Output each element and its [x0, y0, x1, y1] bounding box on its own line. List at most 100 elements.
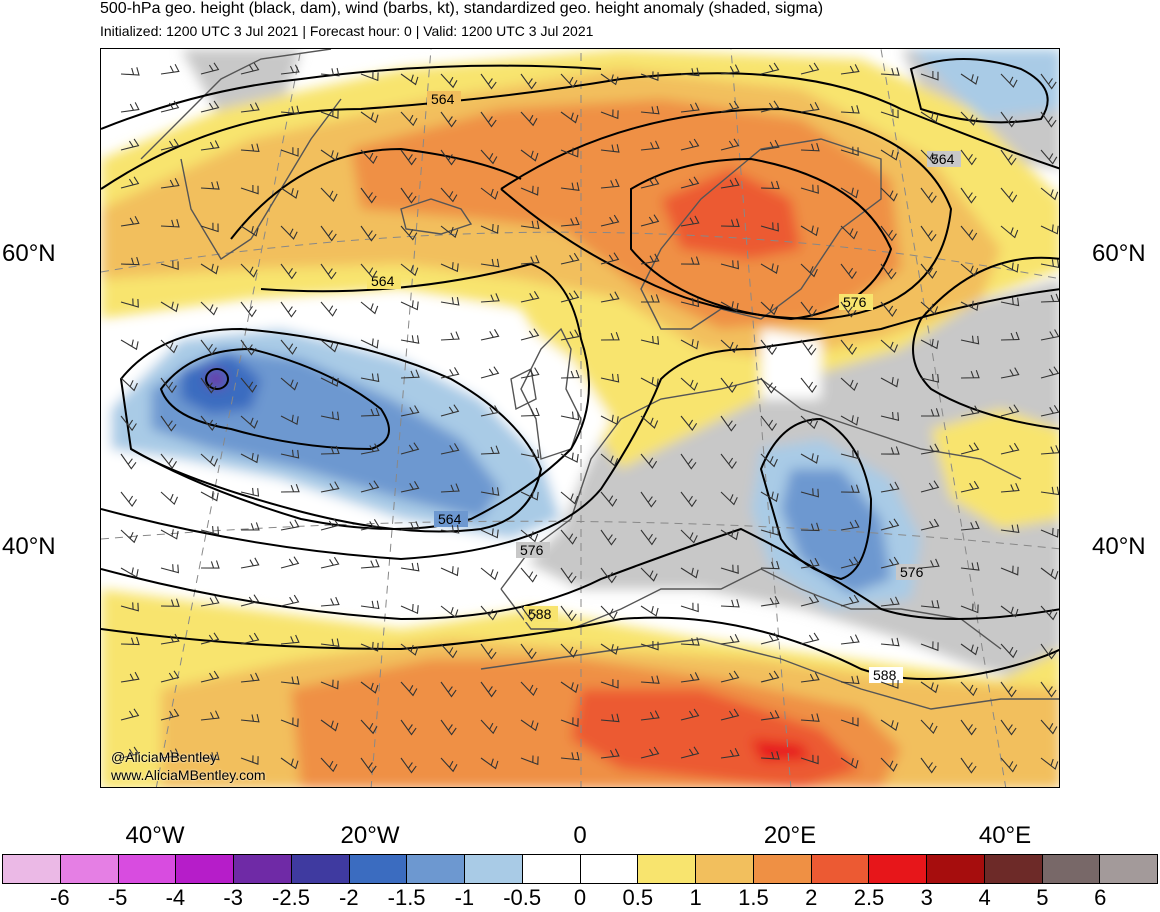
wind-barb: [240, 143, 260, 153]
wind-barb: [1000, 73, 1018, 88]
wind-barb: [920, 338, 939, 350]
wind-barb: [880, 411, 900, 422]
wind-barb: [1000, 565, 1019, 576]
wind-barb: [720, 529, 739, 541]
wind-barb: [520, 367, 540, 379]
wind-barb: [480, 149, 498, 165]
wind-barb: [880, 108, 899, 119]
wind-barb: [880, 67, 900, 76]
wind-barb: [680, 672, 700, 683]
wind-barb: [880, 757, 898, 772]
wind-barb: [720, 138, 740, 151]
wind-barb: [440, 262, 459, 273]
wind-barb: [880, 481, 900, 493]
wind-barb: [400, 643, 419, 656]
colorbar-swatch: [1042, 855, 1101, 883]
wind-barb: [720, 599, 740, 608]
wind-barb: [680, 215, 700, 227]
weather-map[interactable]: 564 564 564 564 576 576 576 588 588 @Ali…: [100, 48, 1060, 788]
scandinavia-coast: [640, 138, 882, 330]
wind-barb: [320, 411, 340, 421]
wind-barb: [640, 453, 658, 469]
wind-barb: [320, 263, 337, 280]
wind-barb: [200, 263, 219, 275]
wind-barb: [960, 405, 980, 417]
wind-barb: [240, 672, 260, 683]
wind-barb: [480, 293, 500, 303]
wind-barb: [360, 600, 380, 610]
wind-barb: [680, 708, 700, 721]
wind-barb: [600, 178, 620, 189]
colorbar-swatch: [291, 855, 350, 883]
colorbar-tick-label: 4: [978, 885, 991, 910]
wind-barb: [320, 556, 340, 569]
wind-barb: [880, 446, 900, 455]
wind-barb: [640, 605, 659, 617]
wind-barb: [200, 453, 219, 467]
colorbar-tick-label: 5: [1036, 885, 1049, 910]
colorbar-tick-label: -2.5: [272, 885, 310, 910]
wind-barb: [520, 407, 540, 417]
wind-barb: [1040, 643, 1057, 660]
colorbar-tick-label: 2.5: [853, 885, 885, 910]
contour-588-south: [101, 616, 1059, 680]
wind-barb: [1040, 681, 1057, 698]
colorbar-swatch: [522, 855, 581, 883]
wind-barb: [120, 491, 137, 508]
wind-barb: [400, 681, 418, 697]
wind-barb: [840, 519, 860, 531]
contour-label-564-c: 564: [371, 273, 395, 289]
wind-barb: [600, 567, 617, 584]
wind-barb: [400, 562, 420, 572]
wind-barb: [560, 216, 580, 227]
wind-barb: [480, 643, 497, 660]
colorbar-tick-label: 2: [805, 885, 818, 910]
wind-barb: [320, 225, 337, 242]
wind-barb: [400, 111, 418, 127]
wind-barb: [280, 301, 297, 318]
wind-barb: [200, 670, 220, 683]
wind-barb: [960, 335, 980, 345]
wind-barb: [880, 377, 899, 388]
colorbar-swatch: [638, 855, 696, 883]
wind-barb: [320, 339, 339, 353]
wind-barb: [840, 556, 860, 569]
wind-barb: [280, 263, 297, 280]
wind-barb: [240, 487, 260, 497]
colorbar-tick-label: -1.5: [387, 885, 426, 910]
wind-barb: [1000, 719, 1017, 736]
wind-barb: [160, 219, 180, 228]
wind-barb: [400, 442, 420, 455]
wind-barb: [1000, 404, 1020, 417]
wind-barb: [520, 111, 538, 127]
lon-label-20w: 20°W: [340, 822, 400, 849]
wind-barb: [760, 377, 777, 394]
wind-barb: [280, 147, 299, 157]
wind-barb: [720, 64, 740, 75]
wind-barb: [200, 222, 219, 233]
wind-barb: [880, 596, 900, 607]
colorbar-swatch: [1100, 855, 1157, 883]
wind-barb: [1040, 405, 1059, 417]
wind-barb: [1040, 567, 1059, 580]
greenland-coast: [140, 49, 342, 260]
wind-barb: [480, 405, 500, 417]
colorbar-swatch: [927, 855, 985, 883]
wind-barb: [840, 339, 857, 356]
contour-label-588-b: 588: [873, 667, 897, 683]
anomaly-shading: [101, 49, 1059, 787]
wind-barb: [720, 301, 739, 312]
wind-barb: [480, 719, 498, 735]
anomaly-red-core: [751, 739, 811, 761]
contour-low-ring-1: [119, 327, 543, 533]
wind-barb: [680, 415, 698, 431]
wind-barb: [840, 415, 859, 426]
wind-barb: [120, 602, 139, 612]
wind-barb: [440, 443, 460, 455]
wind-barb: [440, 149, 457, 166]
wind-barb: [240, 594, 260, 607]
wind-barb: [200, 526, 220, 536]
wind-barb: [960, 603, 979, 614]
wind-barb: [640, 105, 660, 115]
contour-label-576-a: 576: [843, 294, 867, 310]
